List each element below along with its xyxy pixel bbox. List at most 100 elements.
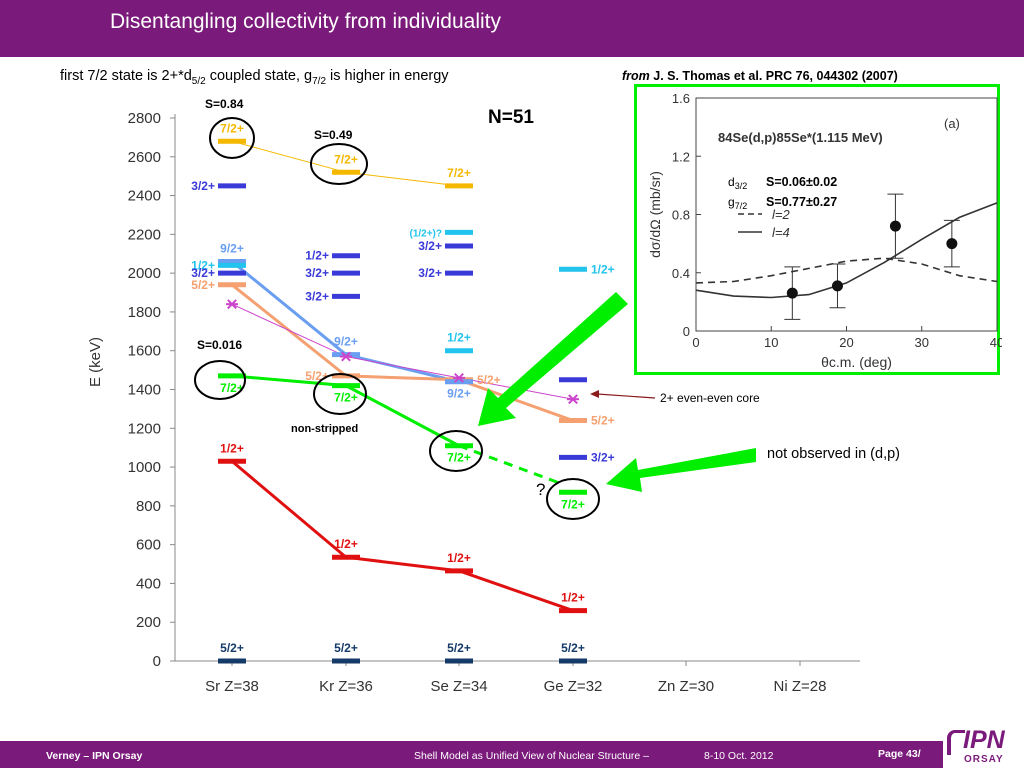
reference-citation: from J. S. Thomas et al. PRC 76, 044302 …	[622, 69, 898, 83]
level-label: 1/2+	[305, 249, 329, 263]
subtitle-sub2: 7/2	[312, 75, 327, 87]
inset-data-point	[786, 287, 798, 299]
level-label: 1/2+	[447, 331, 471, 345]
x-category-label: Ge Z=32	[544, 678, 603, 695]
level-label: 5/2+	[447, 641, 471, 655]
chart-title-n51: N=51	[488, 107, 534, 128]
footer-bar: Verney – IPN Orsay Shell Model as Unifie…	[0, 741, 1024, 768]
slide-title: Disentangling collectivity from individu…	[110, 10, 502, 33]
footer-dates: 8-10 Oct. 2012	[704, 750, 774, 762]
series-line-red	[231, 460, 574, 612]
x-category-label: Se Z=34	[430, 678, 487, 695]
level-label: 1/2+	[447, 551, 471, 565]
level-label: 5/2+	[334, 641, 358, 655]
y-tick-label: 800	[136, 498, 161, 515]
y-tick-label: 600	[136, 537, 161, 554]
level-label: 3/2+	[591, 450, 615, 464]
footer-talk: Shell Model as Unified View of Nuclear S…	[414, 750, 650, 762]
slide-subtitle: first 7/2 state is 2+*d5/2 coupled state…	[60, 68, 449, 87]
inset-x-axis-label: θc.m. (deg)	[821, 354, 892, 370]
reference-text: J. S. Thomas et al. PRC 76, 044302 (2007…	[649, 69, 898, 83]
level-label: 3/2+	[305, 289, 329, 303]
inset-y-tick-label: 1.6	[672, 91, 690, 106]
inset-g72-sub: 7/2	[735, 201, 748, 211]
x-category-label: Zn Z=30	[658, 678, 714, 695]
inset-y-tick-label: 1.2	[672, 149, 690, 164]
inset-x-tick-label: 40	[990, 335, 1002, 350]
level-label: 7/2+	[447, 166, 471, 180]
core-star-marker	[226, 299, 238, 310]
x-category-label: Ni Z=28	[774, 678, 827, 695]
label-s-049: S=0.49	[314, 128, 353, 142]
level-label: 9/2+	[334, 335, 358, 349]
highlight-ellipse	[429, 430, 483, 472]
level-label: 3/2+	[191, 179, 215, 193]
highlight-ellipse	[194, 360, 246, 400]
core-arrow-head	[590, 390, 599, 398]
y-tick-label: 1600	[128, 343, 161, 360]
highlight-ellipse	[546, 478, 600, 520]
inset-s-d32: S=0.06±0.02	[766, 175, 837, 189]
level-label: 1/2+	[591, 262, 615, 276]
level-label: 9/2+	[220, 242, 244, 256]
level-label: 5/2+	[561, 641, 585, 655]
core-star-stroke	[454, 372, 464, 383]
inset-y-tick-label: 0.4	[672, 266, 690, 281]
level-label: 7/2+	[334, 391, 358, 405]
y-tick-label: 200	[136, 614, 161, 631]
core-star-stroke	[568, 394, 578, 405]
x-category-label: Kr Z=36	[319, 678, 373, 695]
inset-y-axis-label: dσ/dΩ (mb/sr)	[647, 171, 663, 258]
x-category-label: Sr Z=38	[205, 678, 259, 695]
level-label: 9/2+	[447, 387, 471, 401]
reference-from: from	[622, 69, 650, 83]
inset-g72-label: g7/2	[728, 195, 747, 211]
page-number: Page 43/	[878, 748, 921, 760]
level-label: 3/2+	[418, 266, 442, 280]
subtitle-part1: first 7/2 state is 2+*d	[60, 68, 192, 84]
core-star-stroke	[341, 351, 351, 362]
inset-panel-label: (a)	[944, 116, 960, 131]
level-label: 5/2+	[305, 369, 329, 383]
y-tick-label: 2800	[128, 110, 161, 127]
inset-g72-letter: g	[728, 195, 735, 209]
legend-l2-label: l=2	[772, 207, 790, 222]
inset-title: 84Se(d,p)85Se*(1.115 MeV)	[718, 130, 883, 145]
y-axis-label: E (keV)	[87, 337, 104, 387]
footer-author: Verney – IPN Orsay	[46, 750, 143, 762]
y-tick-label: 1800	[128, 304, 161, 321]
level-label: 5/2+	[220, 641, 244, 655]
y-tick-label: 400	[136, 575, 161, 592]
subtitle-sub1: 5/2	[191, 75, 206, 87]
level-label: (1/2+)?	[409, 228, 442, 239]
logo-orsay-text: ORSAY	[964, 754, 1004, 765]
inset-data-point	[946, 238, 958, 250]
core-star-marker	[453, 372, 465, 383]
y-tick-label: 2200	[128, 226, 161, 243]
core-arrow-shaft	[596, 393, 656, 399]
inset-x-tick-label: 10	[764, 335, 778, 350]
core-star-marker	[567, 394, 579, 405]
highlight-ellipse	[310, 143, 368, 185]
inset-x-tick-label: 20	[839, 335, 853, 350]
inset-d32-label: d3/2	[728, 175, 747, 191]
curve-l2-dashed	[695, 257, 998, 284]
level-label: 1/2+	[561, 591, 585, 605]
ipn-orsay-logo: IPN ORSAY	[943, 724, 1024, 768]
not-observed-note: not observed in (d,p)	[767, 446, 900, 462]
y-tick-label: 0	[153, 653, 161, 670]
core-star-stroke	[227, 299, 237, 310]
level-label: 1/2+	[220, 441, 244, 455]
inset-s-g72: S=0.77±0.27	[766, 195, 837, 209]
label-non-stripped: non-stripped	[291, 423, 358, 435]
inset-y-tick-label: 0.8	[672, 208, 690, 223]
subtitle-part3: is higher in energy	[326, 68, 449, 84]
inset-cross-section-chart: 0 10 20 30 40 0 0.4 0.8 1.2 1.6 dσ/dΩ (mb/sr) θc.m.…	[634, 84, 1002, 375]
level-label: 3/2+	[191, 266, 215, 280]
header-bar: Disentangling collectivity from individu…	[0, 0, 1024, 57]
green-arrow-lower	[606, 448, 756, 492]
level-label: 7/2+	[561, 497, 585, 511]
inset-x-tick-label: 30	[915, 335, 929, 350]
legend-l4-label: l=4	[772, 225, 790, 240]
